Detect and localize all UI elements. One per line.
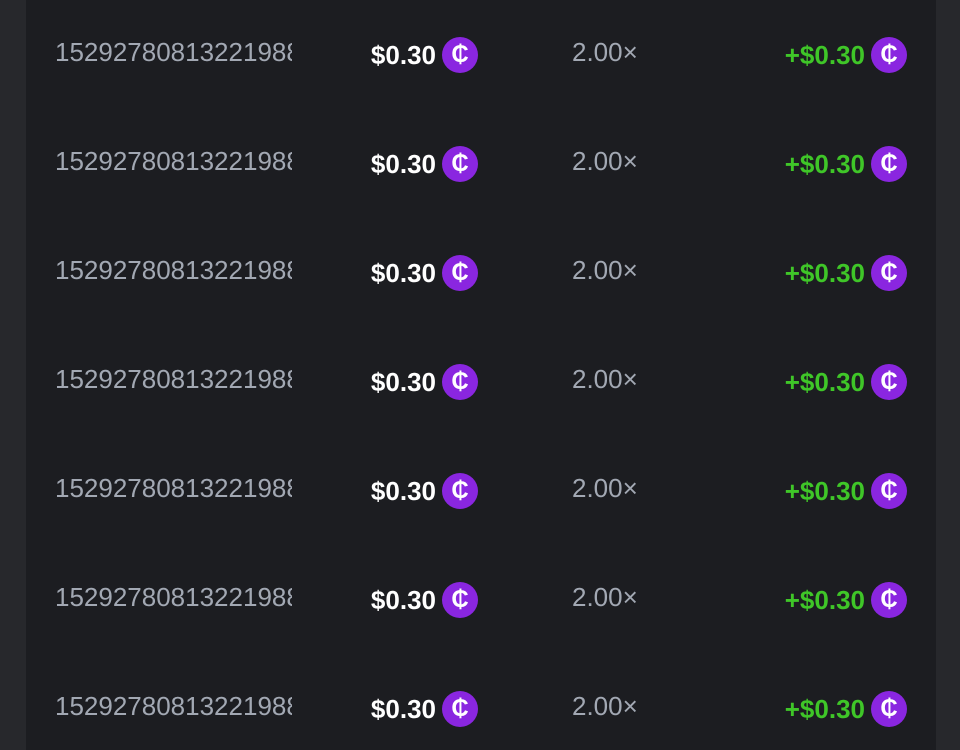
table-row[interactable]: 15292780813221988 $0.30 ₵ 2.00× +$0.30 ₵ bbox=[26, 349, 936, 409]
coin-icon: ₵ bbox=[442, 364, 478, 400]
coin-icon: ₵ bbox=[442, 255, 478, 291]
bet-amount: $0.30 ₵ bbox=[371, 691, 478, 727]
bet-amount-value: $0.30 bbox=[370, 149, 436, 179]
multiplier: 2.00× bbox=[572, 37, 638, 67]
coin-icon: ₵ bbox=[871, 691, 907, 727]
bet-id[interactable]: 15292780813221988 bbox=[55, 582, 292, 612]
payout-value: +$0.30 bbox=[784, 476, 865, 506]
coin-icon: ₵ bbox=[442, 37, 478, 73]
bet-amount: $0.30 ₵ bbox=[371, 37, 478, 73]
coin-icon: ₵ bbox=[871, 146, 907, 182]
bet-id[interactable]: 15292780813221988 bbox=[55, 691, 292, 721]
coin-icon: ₵ bbox=[871, 582, 907, 618]
payout-value: +$0.30 bbox=[784, 258, 865, 288]
coin-icon: ₵ bbox=[871, 255, 907, 291]
bet-amount-value: $0.30 bbox=[370, 585, 436, 615]
multiplier: 2.00× bbox=[572, 146, 638, 176]
bet-amount-value: $0.30 bbox=[370, 40, 436, 70]
bet-amount: $0.30 ₵ bbox=[371, 146, 478, 182]
payout: +$0.30 ₵ bbox=[785, 364, 907, 400]
coin-icon: ₵ bbox=[442, 146, 478, 182]
bet-id[interactable]: 15292780813221988 bbox=[55, 255, 292, 285]
multiplier: 2.00× bbox=[572, 582, 638, 612]
bet-amount: $0.30 ₵ bbox=[371, 255, 478, 291]
table-row[interactable]: 15292780813221988 $0.30 ₵ 2.00× +$0.30 ₵ bbox=[26, 22, 936, 82]
bet-amount-value: $0.30 bbox=[370, 367, 436, 397]
coin-icon: ₵ bbox=[871, 364, 907, 400]
table-row[interactable]: 15292780813221988 $0.30 ₵ 2.00× +$0.30 ₵ bbox=[26, 131, 936, 191]
table-row[interactable]: 15292780813221988 $0.30 ₵ 2.00× +$0.30 ₵ bbox=[26, 240, 936, 300]
payout: +$0.30 ₵ bbox=[785, 473, 907, 509]
coin-icon: ₵ bbox=[442, 582, 478, 618]
payout: +$0.30 ₵ bbox=[785, 582, 907, 618]
table-row[interactable]: 15292780813221988 $0.30 ₵ 2.00× +$0.30 ₵ bbox=[26, 458, 936, 518]
multiplier: 2.00× bbox=[572, 364, 638, 394]
table-row[interactable]: 15292780813221988 $0.30 ₵ 2.00× +$0.30 ₵ bbox=[26, 567, 936, 627]
bet-amount: $0.30 ₵ bbox=[371, 473, 478, 509]
table-row[interactable]: 15292780813221988 $0.30 ₵ 2.00× +$0.30 ₵ bbox=[26, 676, 936, 736]
bet-amount: $0.30 ₵ bbox=[371, 582, 478, 618]
bet-amount-value: $0.30 bbox=[370, 476, 436, 506]
multiplier: 2.00× bbox=[572, 473, 638, 503]
coin-icon: ₵ bbox=[871, 473, 907, 509]
coin-icon: ₵ bbox=[871, 37, 907, 73]
coin-icon: ₵ bbox=[442, 691, 478, 727]
payout: +$0.30 ₵ bbox=[785, 146, 907, 182]
bet-amount-value: $0.30 bbox=[370, 258, 436, 288]
bet-id[interactable]: 15292780813221988 bbox=[55, 37, 292, 67]
payout-value: +$0.30 bbox=[784, 367, 865, 397]
bet-id[interactable]: 15292780813221988 bbox=[55, 146, 292, 176]
multiplier: 2.00× bbox=[572, 691, 638, 721]
payout-value: +$0.30 bbox=[784, 149, 865, 179]
bets-table: 15292780813221988 $0.30 ₵ 2.00× +$0.30 ₵ 1… bbox=[26, 0, 936, 750]
bet-id[interactable]: 15292780813221988 bbox=[55, 364, 292, 394]
payout-value: +$0.30 bbox=[784, 585, 865, 615]
coin-icon: ₵ bbox=[442, 473, 478, 509]
payout: +$0.30 ₵ bbox=[785, 691, 907, 727]
bet-amount-value: $0.30 bbox=[370, 694, 436, 724]
payout: +$0.30 ₵ bbox=[785, 37, 907, 73]
bet-amount: $0.30 ₵ bbox=[371, 364, 478, 400]
bet-id[interactable]: 15292780813221988 bbox=[55, 473, 292, 503]
payout-value: +$0.30 bbox=[784, 694, 865, 724]
payout-value: +$0.30 bbox=[784, 40, 865, 70]
multiplier: 2.00× bbox=[572, 255, 638, 285]
payout: +$0.30 ₵ bbox=[785, 255, 907, 291]
